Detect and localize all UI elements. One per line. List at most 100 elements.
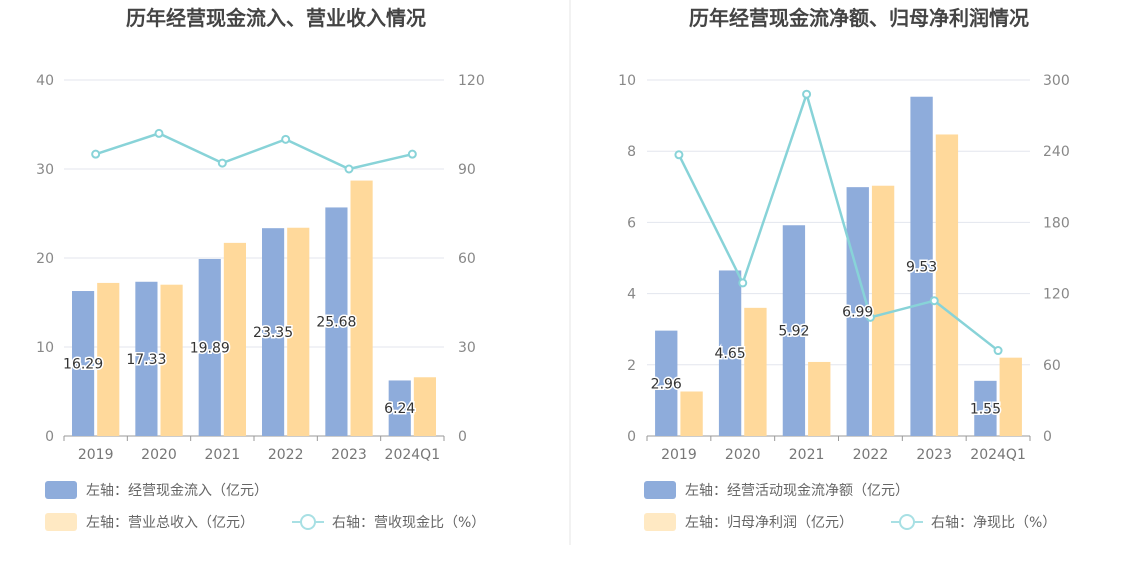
x-axis: 2019 2020 2021 2022 2023 2024Q1: [63, 435, 445, 463]
bar-value-label: 1.55: [970, 401, 1001, 417]
x-tick-label: 2024Q1: [385, 447, 441, 463]
bar-value-label: 6.24: [384, 401, 415, 417]
legend-swatch-secondary: [644, 513, 676, 531]
ratio-line-path: [95, 132, 413, 171]
ratio-line-path: [677, 90, 999, 352]
left-tick-label: 10: [618, 73, 636, 89]
bar-value-label: 4.65: [714, 346, 745, 362]
x-tick-label: 2023: [916, 447, 952, 463]
x-tick-label: 2021: [205, 447, 241, 463]
bar-value-label: 5.92: [778, 324, 809, 340]
right-tick-label: 60: [1043, 358, 1061, 374]
chart-cashflow-revenue: 历年经营现金流入、营业收入情况 0 10 20 30 40 0 30 60 90 120 201…: [36, 6, 485, 531]
x-tick-label: 2019: [78, 447, 114, 463]
bar-secondary: [871, 185, 895, 436]
left-tick-label: 8: [627, 144, 636, 160]
data-labels: 2.96 4.65 5.92 6.99 9.53 1.55: [649, 258, 1002, 419]
line-point: [344, 164, 354, 174]
x-tick-label: 2020: [141, 447, 177, 463]
x-tick-label: 2022: [268, 447, 304, 463]
bar-primary: [718, 270, 742, 436]
bar-secondary: [808, 361, 831, 436]
bar-primary: [198, 258, 221, 436]
line-point: [407, 149, 417, 159]
x-tick-label: 2019: [661, 447, 697, 463]
line-point: [802, 89, 812, 99]
bar-value-label: 23.35: [253, 325, 293, 341]
legend: 左轴：经营活动现金流净额（亿元） 左轴：归母净利润（亿元） 右轴：净现比（%）: [644, 481, 1056, 531]
bar-secondary: [935, 134, 959, 436]
line-point: [674, 150, 684, 160]
legend-swatch-marker: [300, 514, 316, 530]
right-tick-label: 90: [458, 162, 476, 178]
ratio-line: [674, 89, 1003, 356]
legend-label: 右轴：净现比（%）: [931, 515, 1056, 531]
right-tick-label: 60: [458, 251, 476, 267]
gridlines: [64, 79, 444, 348]
right-tick-label: 120: [1043, 287, 1070, 303]
bar-secondary: [287, 227, 310, 436]
bars: [72, 180, 436, 436]
chart-netcash-profit: 历年经营现金流净额、归母净利润情况 0 2 4 6 8 10 0 60 120 180 240 30…: [618, 6, 1070, 531]
bar-value-label: 19.89: [190, 340, 230, 356]
line-point: [217, 158, 227, 168]
x-tick-label: 2021: [789, 447, 825, 463]
legend-swatch-marker: [899, 514, 915, 530]
x-tick-label: 2024Q1: [970, 447, 1026, 463]
bar-secondary: [999, 357, 1022, 436]
x-tick-label: 2023: [331, 447, 367, 463]
x-tick-label: 2020: [725, 447, 761, 463]
bar-secondary: [744, 307, 767, 436]
line-point: [738, 278, 748, 288]
bar-value-label: 25.68: [316, 315, 356, 331]
line-point: [154, 128, 164, 138]
data-labels: 16.29 17.33 19.89 23.35 25.68 6.24: [62, 313, 417, 419]
bar-value-label: 16.29: [63, 357, 103, 373]
chart-title: 历年经营现金流净额、归母净利润情况: [689, 6, 1029, 30]
bar-primary: [974, 380, 997, 436]
legend-label: 右轴：营收现金比（%）: [332, 515, 485, 531]
bar-value-label: 17.33: [126, 352, 166, 368]
left-tick-label: 40: [36, 73, 54, 89]
legend-label: 左轴：归母净利润（亿元）: [685, 514, 853, 531]
line-point: [993, 346, 1003, 356]
x-axis: 2019 2020 2021 2022 2023 2024Q1: [646, 435, 1031, 463]
bars: [655, 96, 1022, 437]
legend-label: 左轴：经营活动现金流净额（亿元）: [685, 483, 909, 499]
right-tick-label: 120: [458, 73, 485, 89]
bar-primary: [388, 380, 411, 436]
gridlines: [647, 79, 1030, 366]
left-axis-ticks: 0 2 4 6 8 10: [618, 73, 636, 445]
line-point: [865, 312, 875, 322]
bar-primary: [72, 291, 95, 436]
bar-primary: [262, 228, 285, 436]
right-tick-label: 0: [1043, 429, 1052, 445]
left-tick-label: 6: [627, 215, 636, 231]
bar-secondary: [350, 180, 373, 436]
left-tick-label: 0: [45, 429, 54, 445]
ratio-line: [91, 128, 417, 174]
bar-primary: [325, 207, 348, 436]
left-tick-label: 10: [36, 340, 54, 356]
bar-secondary: [413, 377, 436, 436]
left-tick-label: 2: [627, 358, 636, 374]
left-axis-ticks: 0 10 20 30 40: [36, 73, 54, 445]
right-tick-label: 30: [458, 340, 476, 356]
x-tick-label: 2022: [853, 447, 889, 463]
bar-secondary: [223, 242, 246, 436]
legend-swatch-secondary: [45, 513, 77, 531]
bar-secondary: [680, 391, 703, 436]
bar-secondary: [97, 282, 120, 436]
chart-title: 历年经营现金流入、营业收入情况: [126, 6, 426, 30]
right-axis-ticks: 0 60 120 180 240 300: [1043, 73, 1070, 445]
legend-swatch-primary: [45, 481, 77, 499]
left-tick-label: 0: [627, 429, 636, 445]
legend: 左轴：经营现金流入（亿元） 左轴：营业总收入（亿元） 右轴：营收现金比（%）: [45, 481, 485, 531]
right-axis-ticks: 0 30 60 90 120: [458, 73, 485, 445]
right-tick-label: 0: [458, 429, 467, 445]
left-tick-label: 20: [36, 251, 54, 267]
left-tick-label: 4: [627, 287, 636, 303]
legend-label: 左轴：经营现金流入（亿元）: [86, 483, 268, 499]
